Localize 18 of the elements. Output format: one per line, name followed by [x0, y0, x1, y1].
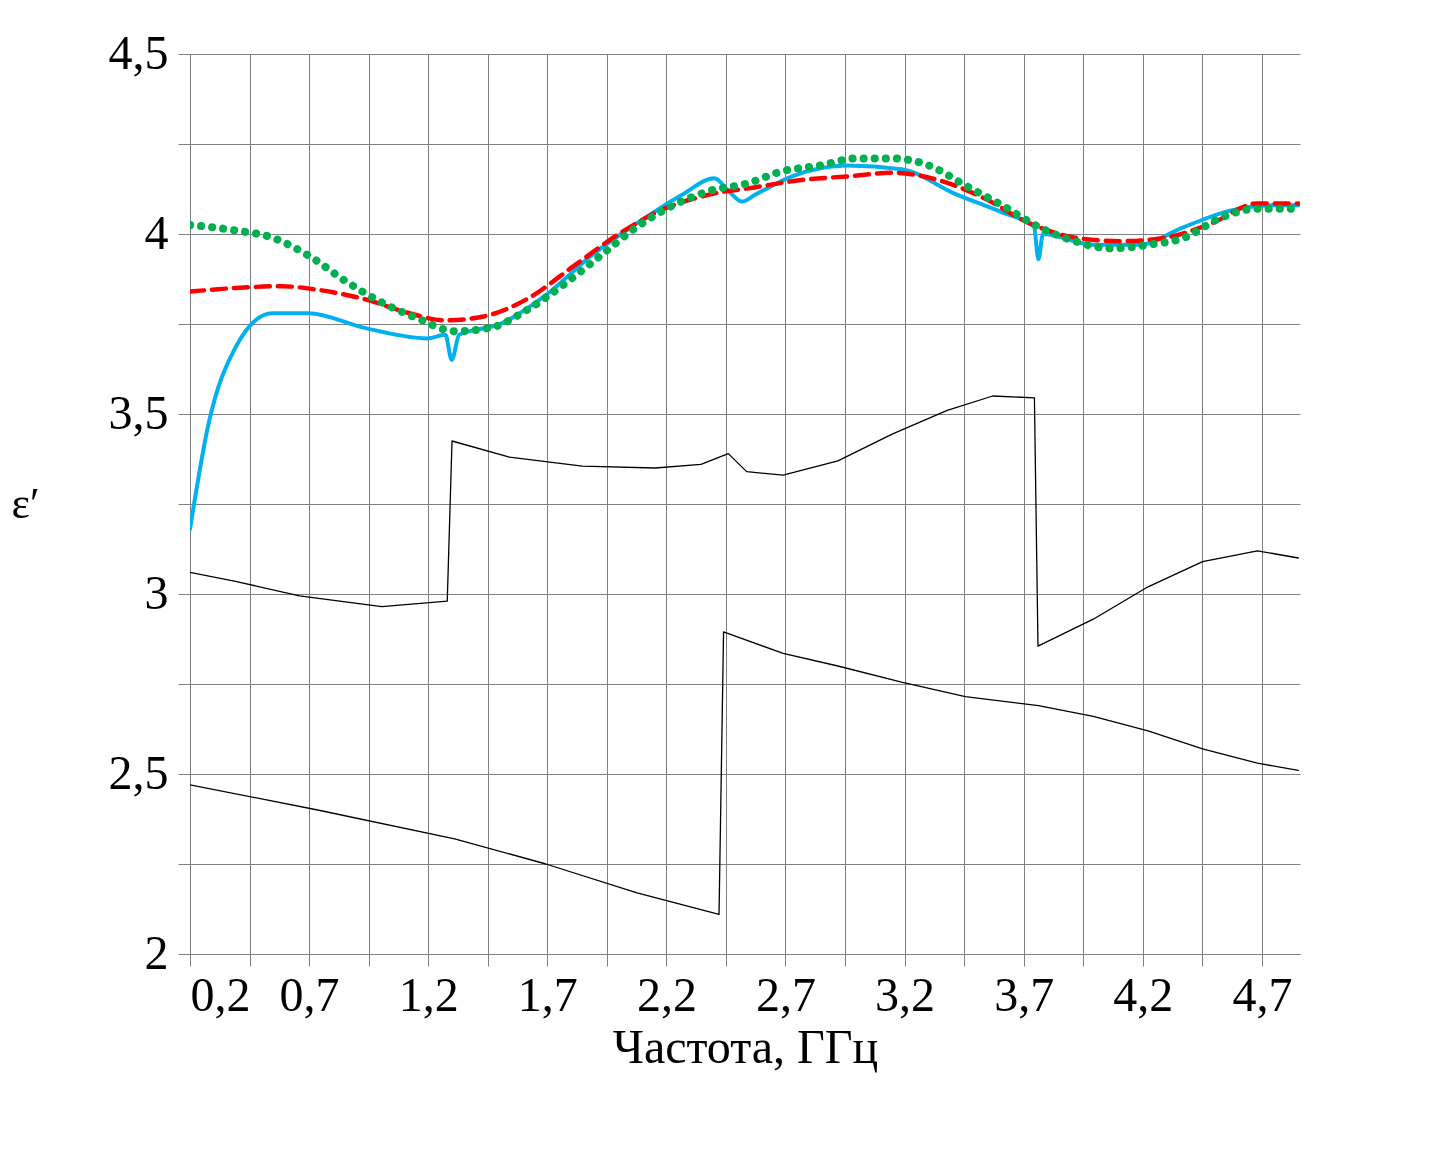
x-tick-label: 2,7	[755, 967, 816, 1021]
x-tick-label: 4,7	[1232, 967, 1293, 1021]
y-tick-label: 4,5	[108, 25, 169, 79]
y-tick-label: 3	[144, 565, 169, 619]
y-tick-label: 3,5	[108, 385, 169, 439]
y-tick-label: 2	[144, 925, 169, 979]
x-axis-title: Частота, ГГц	[612, 1019, 879, 1073]
x-tick-label: 4,2	[1113, 967, 1174, 1021]
x-tick-label: 3,2	[875, 967, 936, 1021]
x-tick-label: 3,7	[994, 967, 1055, 1021]
y-tick-label: 2,5	[108, 745, 169, 799]
y-tick-label: 4	[144, 205, 169, 259]
x-tick-label: 1,7	[517, 967, 578, 1021]
x-tick-label: 0,7	[279, 967, 340, 1021]
x-tick-label: 1,2	[398, 967, 459, 1021]
x-tick-label: 2,2	[636, 967, 697, 1021]
x-tick-label: 0,2	[190, 967, 251, 1021]
y-axis-title: ε′	[11, 478, 40, 528]
